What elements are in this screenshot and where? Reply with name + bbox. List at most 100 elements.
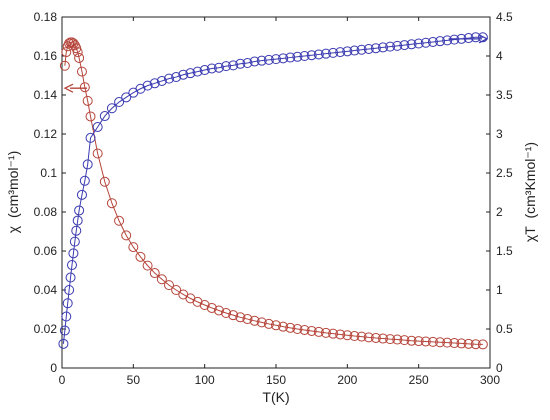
data-point (370, 43, 381, 54)
data-point (399, 335, 410, 346)
data-point (342, 46, 353, 57)
data-point (278, 53, 289, 64)
data-point (76, 66, 87, 77)
left-axis-arrow-head (63, 83, 74, 93)
y-left-tick-label: 0 (50, 361, 57, 375)
data-point (435, 337, 446, 348)
data-point (61, 47, 72, 58)
y-right-tick-label: 0 (496, 361, 503, 375)
y-right-tick-label: 3 (496, 127, 503, 141)
y-right-tick-label: 3.5 (496, 88, 513, 102)
x-tick-label: 200 (337, 373, 357, 387)
data-point (82, 159, 93, 170)
data-point (64, 285, 75, 295)
y-right-tick-label: 4.5 (496, 10, 513, 24)
data-point (470, 339, 481, 350)
y-left-axis-units: (cm³mol⁻¹) (5, 151, 21, 218)
data-point (74, 52, 85, 63)
data-point (349, 45, 360, 56)
x-tick-label: 0 (59, 373, 66, 387)
y-left-tick-label: 0.08 (34, 205, 58, 219)
data-point (149, 268, 160, 279)
data-point (420, 336, 431, 347)
data-point (121, 92, 132, 103)
data-point (85, 132, 96, 143)
data-point (292, 324, 303, 334)
data-point (285, 52, 296, 63)
data-point (385, 334, 396, 345)
data-point (213, 62, 224, 73)
data-point (221, 308, 232, 319)
data-point (106, 103, 117, 114)
data-point (135, 251, 146, 262)
data-point (235, 312, 246, 323)
data-point (442, 35, 453, 46)
data-point (242, 58, 253, 69)
y-right-tick-label: 4 (496, 49, 503, 63)
x-axis-title: T(K) (262, 389, 289, 405)
data-point (385, 41, 396, 52)
data-point (164, 280, 174, 291)
y-right-tick-label: 0.5 (496, 322, 513, 336)
data-point (192, 66, 203, 77)
data-point (427, 36, 438, 47)
data-point (335, 47, 346, 58)
data-point (72, 47, 83, 58)
data-point (85, 111, 96, 122)
data-point (72, 215, 83, 226)
series-line (62, 36, 483, 344)
series-chiT (58, 32, 488, 349)
data-point (114, 97, 125, 108)
data-point (356, 44, 367, 55)
x-tick-label: 150 (266, 373, 286, 387)
data-point (477, 32, 488, 43)
data-point (76, 189, 87, 200)
data-point (399, 40, 410, 51)
data-point (278, 321, 289, 332)
data-point (470, 32, 481, 43)
data-point (178, 69, 189, 80)
data-point (420, 37, 431, 48)
data-point (256, 55, 267, 66)
data-point (306, 50, 317, 61)
data-point (249, 315, 260, 326)
data-point (335, 329, 346, 340)
data-point (99, 111, 110, 122)
y-right-tick-label: 1.5 (496, 244, 513, 258)
data-point (185, 68, 196, 79)
series-line (64, 41, 483, 345)
data-point (456, 338, 467, 349)
data-point (263, 54, 274, 65)
data-point (442, 337, 453, 348)
data-point (299, 324, 310, 335)
data-point (61, 311, 72, 322)
data-point (142, 260, 153, 271)
data-point (99, 176, 110, 187)
data-point (228, 310, 239, 321)
data-point (58, 338, 69, 349)
data-point (378, 42, 388, 53)
data-point (149, 78, 160, 89)
y-right-tick-label: 2.5 (496, 166, 513, 180)
y-left-tick-label: 0.06 (34, 244, 58, 258)
data-point (449, 34, 460, 45)
data-point (213, 305, 224, 316)
data-point (121, 230, 132, 241)
y-left-tick-label: 0.04 (34, 283, 58, 297)
data-point (135, 83, 146, 94)
data-point (292, 51, 303, 62)
x-tick-label: 300 (480, 373, 500, 387)
data-point (328, 47, 339, 58)
data-point (263, 318, 274, 329)
data-point (320, 327, 331, 338)
y-left-tick-label: 0.1 (40, 166, 57, 180)
data-point (235, 58, 246, 69)
data-point (413, 38, 424, 49)
data-point (463, 33, 474, 44)
data-point (349, 331, 360, 342)
y-right-axis-units: (cm³Kmol⁻¹) (522, 142, 538, 219)
data-point (106, 198, 117, 209)
data-point (65, 272, 76, 283)
data-point (285, 322, 296, 333)
